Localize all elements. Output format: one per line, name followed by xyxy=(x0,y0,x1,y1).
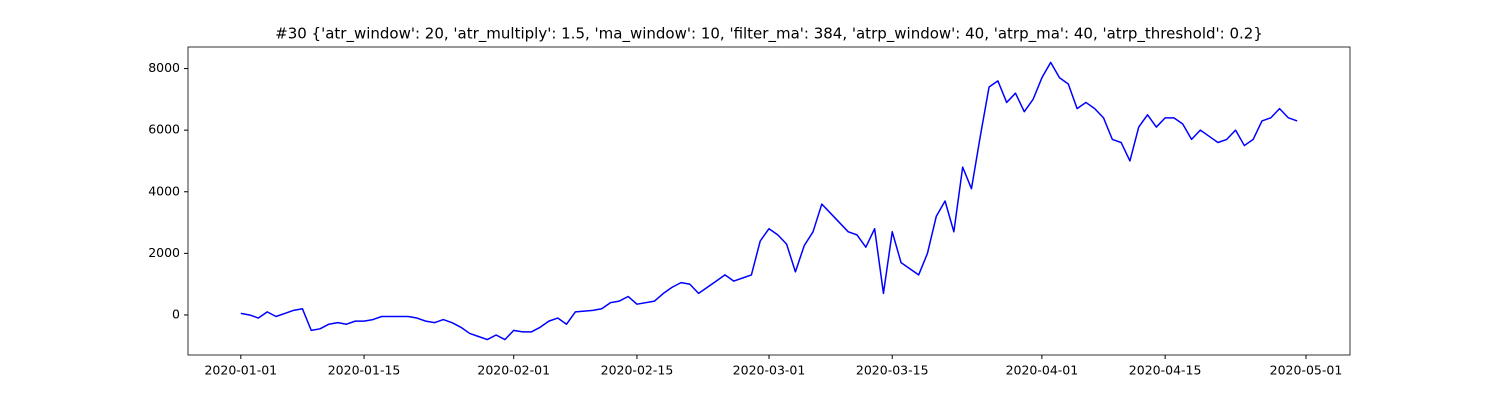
plot-frame xyxy=(187,46,1351,356)
x-tick-label: 2020-04-01 xyxy=(1006,363,1079,378)
x-tick-label: 2020-01-15 xyxy=(328,363,401,378)
x-tick-label: 2020-05-01 xyxy=(1270,363,1343,378)
x-tick-label: 2020-04-15 xyxy=(1129,363,1202,378)
y-tick-label: 8000 xyxy=(148,60,180,75)
y-tick-label: 6000 xyxy=(148,122,180,137)
y-tick-label: 4000 xyxy=(148,183,180,198)
y-tick-label: 2000 xyxy=(148,245,180,260)
x-tick-label: 2020-01-01 xyxy=(204,363,277,378)
chart-title: #30 {'atr_window': 20, 'atr_multiply': 1… xyxy=(275,25,1263,44)
x-tick-label: 2020-02-15 xyxy=(601,363,674,378)
x-tick-label: 2020-03-15 xyxy=(856,363,929,378)
line-series xyxy=(240,61,1298,341)
x-tick-label: 2020-03-01 xyxy=(733,363,806,378)
x-tick-label: 2020-02-01 xyxy=(477,363,550,378)
y-tick-label: 0 xyxy=(172,306,180,321)
